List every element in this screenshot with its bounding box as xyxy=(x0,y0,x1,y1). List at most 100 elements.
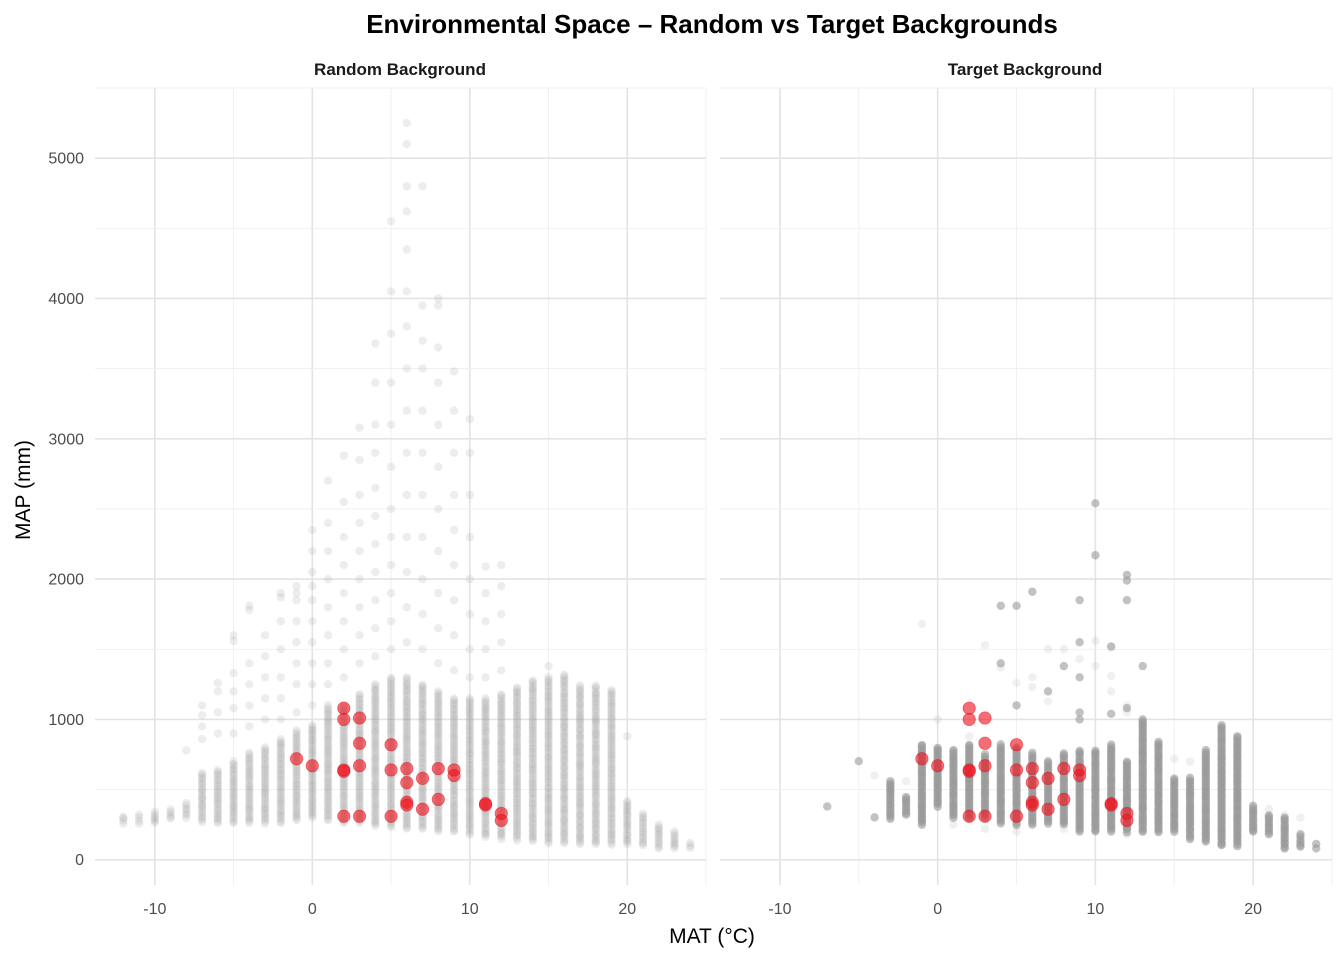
background-point xyxy=(292,770,301,779)
background-point xyxy=(418,708,427,717)
background-point xyxy=(544,812,553,822)
background-point xyxy=(1043,645,1053,654)
background-point xyxy=(512,734,522,743)
background-point xyxy=(575,770,585,780)
background-point xyxy=(308,770,317,780)
background-point xyxy=(1075,746,1084,756)
background-point xyxy=(591,729,600,738)
background-point xyxy=(339,799,349,808)
background-point xyxy=(528,712,537,721)
background-point xyxy=(591,755,600,764)
background-point xyxy=(229,817,238,826)
background-point xyxy=(591,806,600,816)
background-point xyxy=(276,747,286,756)
background-point xyxy=(449,809,459,818)
background-point xyxy=(245,771,254,780)
background-point xyxy=(528,759,537,769)
background-point xyxy=(197,815,207,824)
background-point xyxy=(308,732,317,742)
background-point xyxy=(465,694,474,703)
background-point xyxy=(481,734,490,743)
background-point xyxy=(512,777,522,787)
occurrence-point xyxy=(1009,809,1024,823)
background-point xyxy=(308,777,317,786)
background-point xyxy=(528,749,537,759)
background-point xyxy=(575,757,585,766)
occurrence-point xyxy=(447,768,461,783)
background-point xyxy=(591,824,600,833)
background-point xyxy=(371,567,380,577)
background-point xyxy=(560,702,569,711)
background-point xyxy=(528,790,537,800)
background-point xyxy=(497,769,506,778)
background-point xyxy=(512,772,522,782)
background-point xyxy=(245,799,254,808)
background-point xyxy=(607,703,616,712)
background-point xyxy=(434,754,443,764)
background-point xyxy=(371,595,380,605)
background-point xyxy=(449,730,459,739)
background-point xyxy=(623,801,632,810)
background-point xyxy=(560,785,569,794)
background-point xyxy=(1122,595,1132,605)
background-point xyxy=(386,753,396,762)
background-point xyxy=(449,747,459,757)
background-point xyxy=(497,697,506,707)
background-point xyxy=(623,796,632,806)
background-point xyxy=(1296,813,1305,822)
background-point xyxy=(607,835,616,845)
background-point xyxy=(465,814,474,823)
background-point xyxy=(996,740,1005,749)
background-point xyxy=(1059,661,1069,671)
background-point xyxy=(371,652,380,661)
background-point xyxy=(449,784,459,793)
background-point xyxy=(481,783,490,792)
background-point xyxy=(197,811,207,821)
background-point xyxy=(512,764,522,773)
background-point xyxy=(481,713,490,722)
background-point xyxy=(575,782,585,792)
background-point xyxy=(465,673,474,682)
background-point xyxy=(371,738,380,747)
background-point xyxy=(323,718,333,728)
background-point xyxy=(323,790,333,799)
background-point xyxy=(418,758,427,768)
background-point xyxy=(371,736,380,745)
background-point xyxy=(465,532,474,542)
background-point xyxy=(654,824,663,833)
background-point xyxy=(449,722,459,731)
background-point xyxy=(465,738,474,747)
background-point xyxy=(386,775,396,784)
background-point xyxy=(434,734,443,744)
background-point xyxy=(229,812,238,822)
background-point xyxy=(434,785,443,794)
background-point xyxy=(528,720,537,729)
background-point xyxy=(544,675,553,684)
background-point xyxy=(607,689,616,699)
background-point xyxy=(560,676,569,685)
background-point xyxy=(276,753,286,762)
background-point xyxy=(213,774,223,783)
background-point xyxy=(1201,745,1211,755)
background-point xyxy=(418,790,427,800)
background-point xyxy=(465,780,474,789)
background-point xyxy=(339,731,349,740)
background-point xyxy=(591,837,600,847)
background-point xyxy=(355,779,364,788)
background-point xyxy=(276,797,286,806)
background-point xyxy=(418,715,427,725)
background-point xyxy=(591,812,600,821)
background-point xyxy=(292,708,301,717)
background-point xyxy=(119,812,128,821)
background-point xyxy=(607,784,616,794)
background-point xyxy=(575,707,585,717)
occurrence-point xyxy=(400,761,414,776)
background-point xyxy=(323,802,333,811)
occurrence-point xyxy=(478,798,493,812)
background-point xyxy=(1091,746,1100,755)
occurrence-point xyxy=(352,759,367,773)
background-point xyxy=(544,682,553,692)
background-point xyxy=(917,740,927,750)
background-point xyxy=(292,781,301,791)
